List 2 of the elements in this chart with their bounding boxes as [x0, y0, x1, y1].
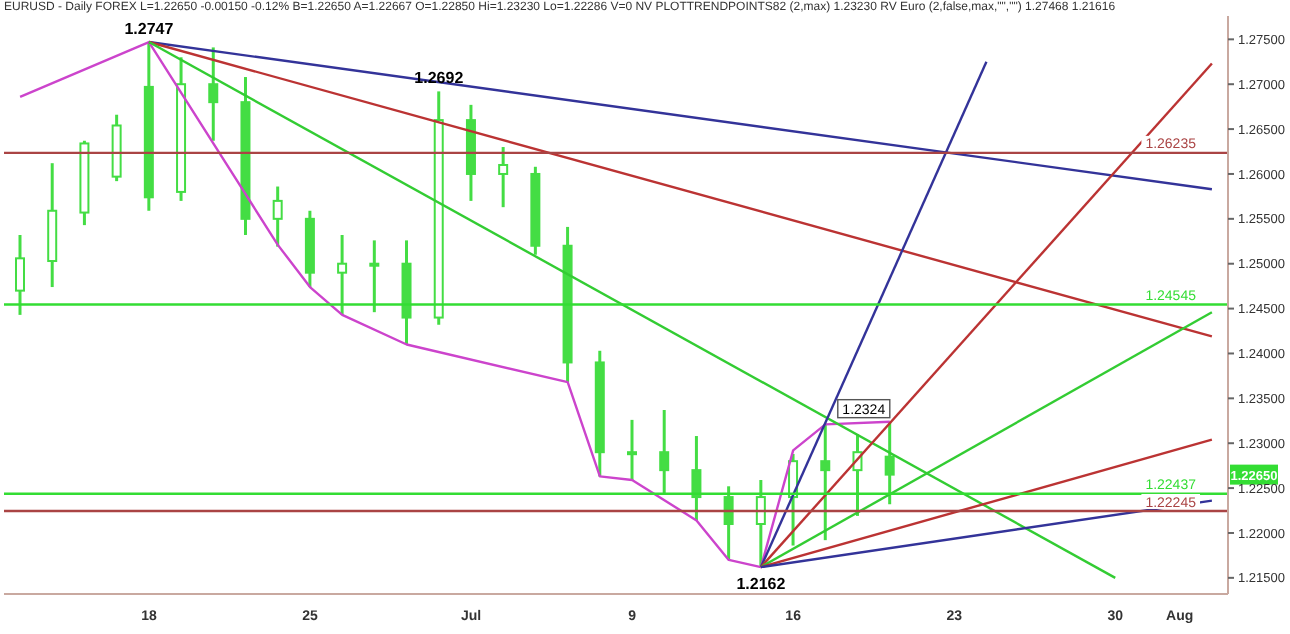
annotation: 1.2747: [124, 20, 175, 39]
annotation: 1.2162: [736, 575, 787, 594]
